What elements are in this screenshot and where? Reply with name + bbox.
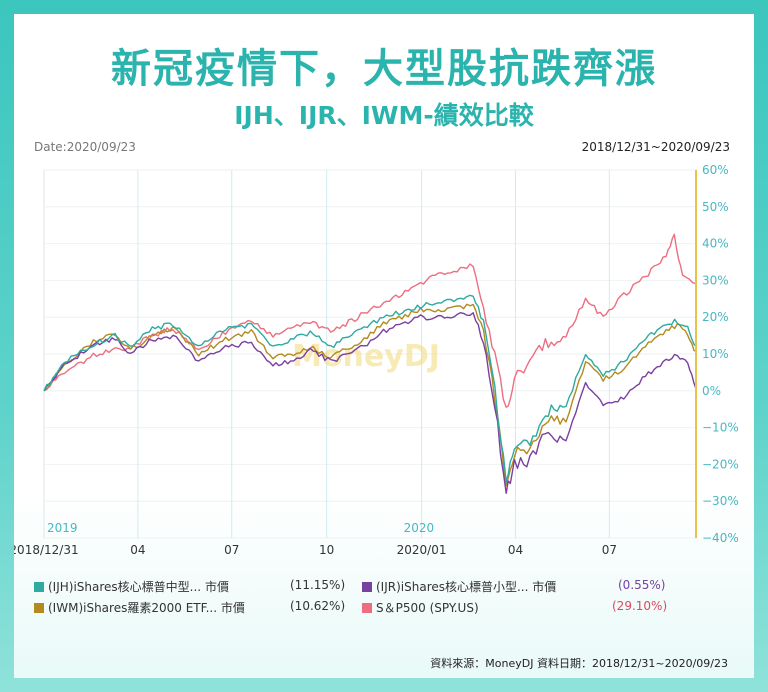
x-tick-label: 07 [224, 543, 239, 557]
year-label: 2020 [404, 521, 435, 535]
legend-swatch-ijr [362, 581, 372, 592]
series-line [43, 312, 697, 494]
legend-item-ijr[interactable]: (IJR)iShares核心標普小型... 市價 [362, 578, 556, 595]
legend-label-iwm: (IWM)iShares羅素2000 ETF... 市價 [48, 601, 245, 615]
legend-item-iwm[interactable]: (IWM)iShares羅素2000 ETF... 市價 [34, 599, 245, 616]
legend-swatch-ijh [34, 581, 44, 592]
source-note: 資料來源：MoneyDJ 資料日期：2018/12/31~2020/09/23 [430, 657, 728, 670]
y-tick-label: 20% [702, 310, 729, 324]
legend-pct-ijr: (0.55%) [618, 578, 666, 592]
y-tick-label: 40% [702, 237, 729, 251]
series-line [43, 303, 697, 487]
series-line [43, 233, 697, 408]
range-label: 2018/12/31~2020/09/23 [581, 140, 730, 154]
y-tick-label: 30% [702, 273, 729, 287]
x-tick-label: 04 [130, 543, 145, 557]
page-subtitle: IJH、IJR、IWM-績效比較 [234, 101, 534, 130]
legend-pct-ijh: (11.15%) [290, 578, 346, 592]
y-tick-label: 50% [702, 200, 729, 214]
y-tick-label: −30% [702, 494, 739, 508]
x-tick-label: 10 [319, 543, 334, 557]
legend-item-spy[interactable]: S＆P500 (SPY.US) [362, 599, 479, 616]
legend-label-spy: S＆P500 (SPY.US) [376, 601, 479, 615]
year-label: 2019 [47, 521, 78, 535]
performance-chart: 60% 50% 40% 30% 20% 10% 0% −10% −20% −30% −40% 2018… [14, 163, 739, 557]
x-tick-label: 04 [508, 543, 523, 557]
y-tick-label: −20% [702, 457, 739, 471]
x-tick-label: 2018/12/31 [14, 543, 79, 557]
y-tick-label: 60% [702, 163, 729, 177]
x-tick-label: 07 [602, 543, 617, 557]
series-line [43, 294, 697, 483]
watermark: MoneyDJ [292, 339, 440, 374]
date-label: Date:2020/09/23 [34, 140, 136, 154]
legend-label-ijh: (IJH)iShares核心標普中型... 市價 [48, 580, 229, 594]
legend-swatch-spy [362, 602, 372, 613]
legend-pct-iwm: (10.62%) [290, 599, 346, 613]
x-tick-label: 2020/01 [397, 543, 447, 557]
page-title: 新冠疫情下，大型股抗跌齊漲 [111, 46, 657, 92]
legend-label-ijr: (IJR)iShares核心標普小型... 市價 [376, 580, 557, 594]
y-tick-label: −10% [702, 421, 739, 435]
legend-pct-spy: (29.10%) [612, 599, 668, 613]
y-tick-label: 10% [702, 347, 729, 361]
y-tick-label: −40% [702, 531, 739, 545]
y-tick-label: 0% [702, 384, 721, 398]
legend-swatch-iwm [34, 602, 44, 613]
legend-item-ijh[interactable]: (IJH)iShares核心標普中型... 市價 [34, 578, 229, 595]
chart-card: 新冠疫情下，大型股抗跌齊漲 IJH、IJR、IWM-績效比較 Date:2020… [14, 14, 754, 678]
